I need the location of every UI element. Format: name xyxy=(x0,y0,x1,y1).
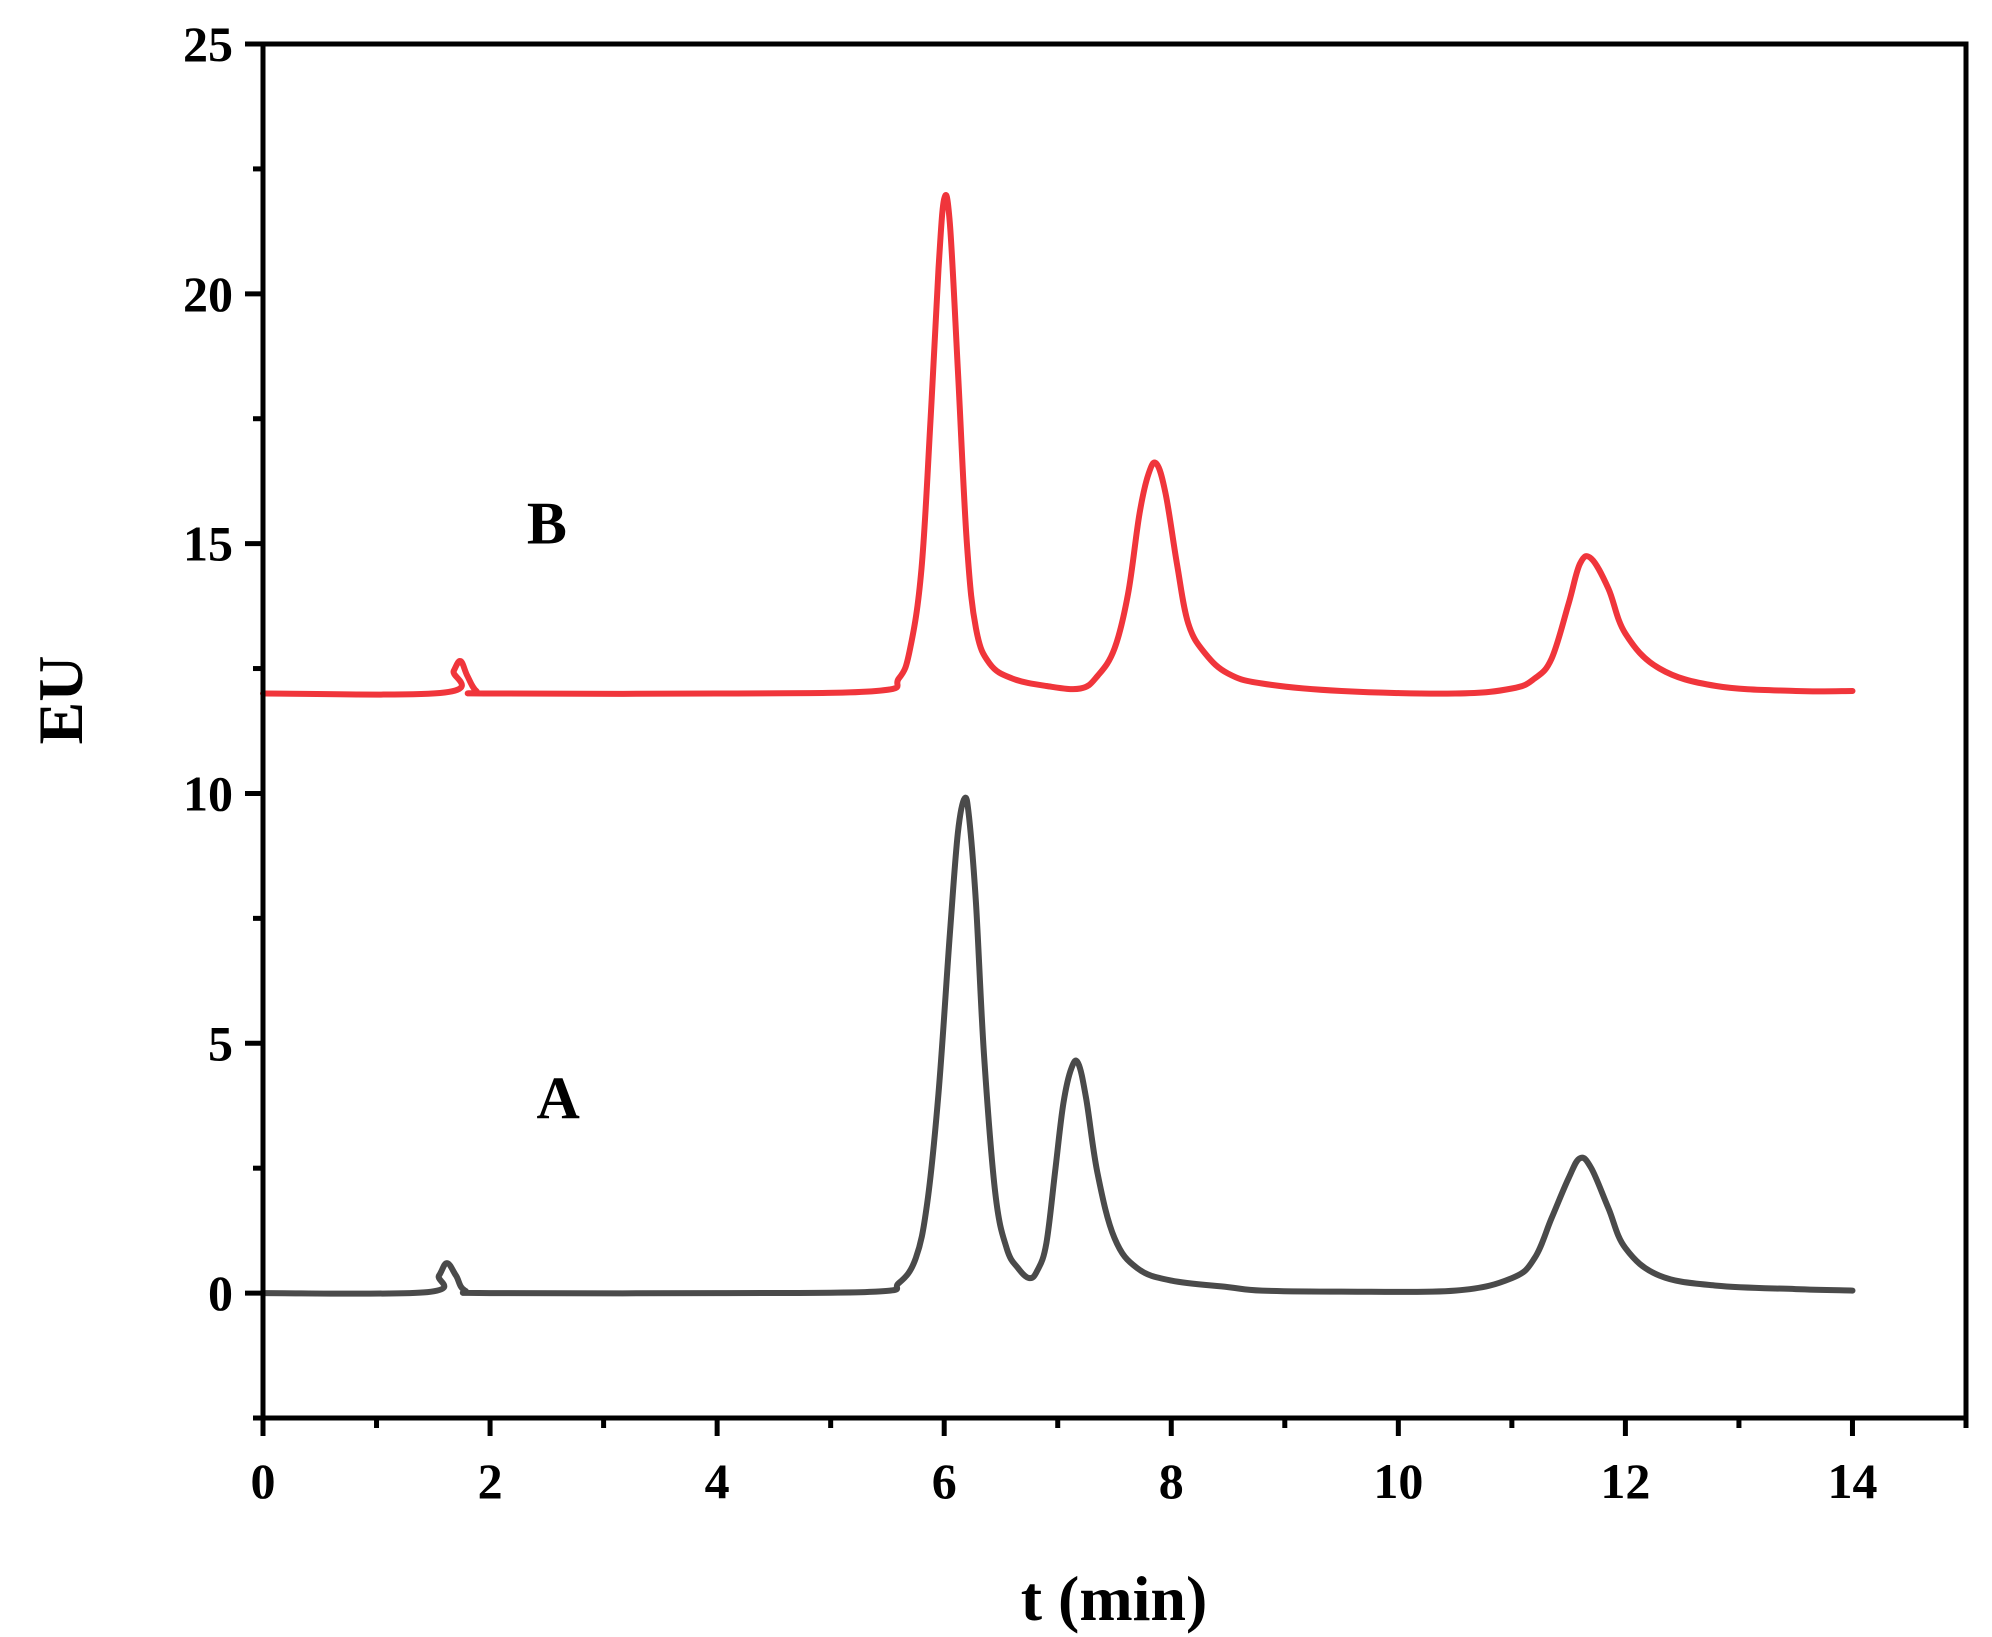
x-tick-label: 6 xyxy=(932,1453,957,1509)
x-tick-label: 12 xyxy=(1600,1453,1650,1509)
y-tick-label: 25 xyxy=(183,16,233,72)
y-axis-title: EU xyxy=(25,656,96,745)
trace-label-a: A xyxy=(537,1065,580,1131)
x-tick-label: 8 xyxy=(1159,1453,1184,1509)
x-axis-title: t (min) xyxy=(1021,1563,1208,1634)
trace-layer xyxy=(260,192,1856,1297)
x-tick-label: 2 xyxy=(478,1453,503,1509)
plot-frame xyxy=(260,41,1969,1421)
series-line-b xyxy=(260,192,1856,698)
trace-label-b: B xyxy=(527,491,567,557)
series-line-a xyxy=(260,794,1856,1297)
tick-layer xyxy=(245,41,1969,1436)
tick-label-layer: 0 2 4 6 8 10 12 14 0 5 10 15 20 25 xyxy=(183,16,1877,1509)
y-tick-label: 0 xyxy=(208,1265,233,1321)
y-tick-label: 5 xyxy=(208,1015,233,1071)
y-tick-label: 20 xyxy=(183,266,233,322)
x-tick-label: 14 xyxy=(1827,1453,1877,1509)
y-tick-label: 15 xyxy=(183,516,233,572)
x-tick-label: 4 xyxy=(705,1453,730,1509)
annotation-layer: BA xyxy=(527,491,580,1132)
x-tick-label: 10 xyxy=(1373,1453,1423,1509)
y-tick-label: 10 xyxy=(183,765,233,821)
x-tick-label: 0 xyxy=(251,1453,276,1509)
